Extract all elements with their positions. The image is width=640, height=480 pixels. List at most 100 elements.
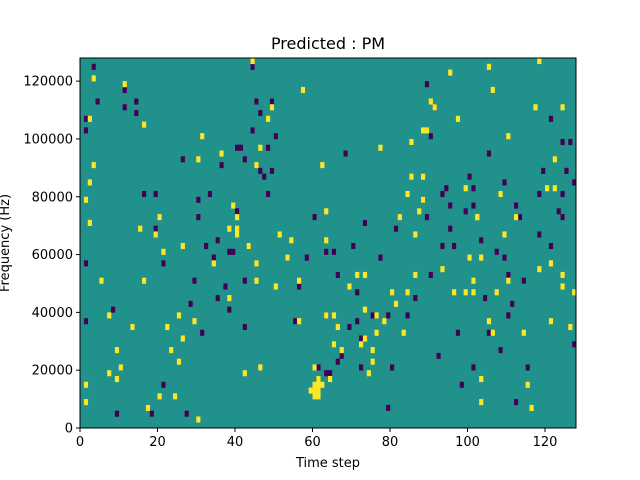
heatmap-cell-low bbox=[362, 219, 368, 226]
heatmap-cell-high bbox=[316, 375, 321, 383]
heatmap-cell-high bbox=[324, 312, 329, 319]
heatmap-cell-high bbox=[107, 312, 112, 319]
heatmap-cell-low bbox=[510, 300, 515, 307]
heatmap-cell-high bbox=[87, 115, 92, 122]
heatmap-cell-high bbox=[514, 214, 519, 221]
heatmap-cell-low bbox=[211, 254, 216, 261]
heatmap-cell-low bbox=[242, 156, 247, 163]
heatmap-cell-low bbox=[254, 98, 259, 105]
heatmap-cell-low bbox=[405, 312, 410, 319]
heatmap-cell-high bbox=[405, 289, 410, 296]
heatmap-cell-high bbox=[486, 63, 492, 70]
heatmap-cell-low bbox=[359, 335, 364, 342]
heatmap-cell-high bbox=[494, 289, 499, 296]
heatmap-cell-high bbox=[529, 404, 534, 411]
heatmap-cell-low bbox=[483, 295, 488, 302]
heatmap-cell-low bbox=[134, 98, 139, 105]
heatmap-cell-high bbox=[273, 283, 278, 290]
heatmap-cell-low bbox=[258, 167, 263, 174]
plot-frame bbox=[79, 57, 577, 429]
heatmap-cell-low bbox=[448, 225, 453, 232]
heatmap-cell-low bbox=[250, 63, 255, 70]
heatmap-cell-low bbox=[227, 306, 232, 313]
heatmap-cell-high bbox=[405, 190, 410, 198]
x-tick-label: 20 bbox=[149, 435, 166, 450]
heatmap-cell-high bbox=[424, 127, 430, 134]
heatmap-cell-low bbox=[266, 144, 271, 151]
heatmap-cell-low bbox=[355, 318, 360, 325]
heatmap-cell-high bbox=[87, 179, 92, 186]
heatmap-cell-high bbox=[142, 277, 147, 284]
heatmap-cell-low bbox=[262, 173, 267, 180]
heatmap-cell-low bbox=[471, 185, 476, 192]
heatmap-cell-high bbox=[324, 237, 329, 244]
heatmap-cell-low bbox=[448, 202, 453, 209]
heatmap-cell-high bbox=[161, 248, 166, 255]
heatmap-cell-high bbox=[328, 375, 333, 383]
heatmap-cell-low bbox=[494, 248, 499, 255]
heatmap-cell-low bbox=[269, 167, 275, 174]
heatmap-cell-high bbox=[552, 185, 557, 192]
heatmap-cell-low bbox=[479, 237, 484, 244]
heatmap-cell-high bbox=[176, 358, 182, 365]
heatmap-cell-high bbox=[397, 214, 402, 221]
heatmap-cell-low bbox=[238, 144, 244, 151]
heatmap-cell-low bbox=[521, 277, 526, 284]
heatmap-cell-low bbox=[386, 312, 391, 319]
heatmap-cell-high bbox=[479, 254, 484, 261]
heatmap-cell-high bbox=[331, 312, 337, 319]
x-tick-label: 0 bbox=[76, 435, 84, 450]
heatmap-cell-low bbox=[572, 179, 576, 186]
heatmap-cell-high bbox=[300, 86, 306, 93]
heatmap-cell-high bbox=[537, 58, 542, 65]
heatmap-cell-high bbox=[393, 300, 399, 307]
heatmap-cell-low bbox=[393, 225, 399, 232]
heatmap-cell-high bbox=[413, 271, 418, 278]
heatmap-cell-low bbox=[370, 312, 375, 319]
heatmap-cell-high bbox=[432, 104, 437, 111]
y-tick-label: 60000 bbox=[32, 248, 73, 263]
x-tick-label: 80 bbox=[382, 435, 399, 450]
heatmap-cell-low bbox=[537, 190, 542, 198]
heatmap-cell-low bbox=[134, 110, 139, 117]
heatmap-cell-low bbox=[576, 208, 580, 214]
heatmap-cell-high bbox=[428, 98, 433, 105]
heatmap-cell-high bbox=[118, 364, 123, 371]
heatmap-cell-high bbox=[138, 225, 143, 232]
heatmap-cell-high bbox=[339, 347, 344, 354]
heatmap-cell-low bbox=[227, 248, 232, 255]
heatmap-cell-low bbox=[428, 133, 433, 140]
heatmap-cell-high bbox=[130, 323, 135, 331]
heatmap-cell-low bbox=[258, 110, 263, 117]
heatmap-cell-low bbox=[359, 364, 364, 371]
heatmap-cell-low bbox=[149, 410, 154, 417]
heatmap-cell-high bbox=[560, 283, 565, 290]
heatmap-cell-high bbox=[180, 243, 185, 250]
heatmap-cell-low bbox=[293, 318, 298, 325]
heatmap-cell-low bbox=[184, 410, 189, 417]
heatmap-cell-high bbox=[254, 162, 259, 169]
heatmap-cell-high bbox=[455, 115, 461, 122]
heatmap-cell-low bbox=[568, 138, 573, 146]
heatmap-cell-high bbox=[479, 399, 484, 406]
heatmap-cell-low bbox=[564, 167, 569, 174]
heatmap-cell-high bbox=[409, 138, 414, 146]
heatmap-cell-high bbox=[91, 162, 96, 169]
heatmap-cell-high bbox=[219, 150, 224, 157]
heatmap-cell-high bbox=[471, 289, 476, 296]
heatmap-cell-low bbox=[200, 329, 205, 336]
heatmap-cell-high bbox=[312, 393, 317, 400]
y-axis-label: Frequency (Hz) bbox=[0, 194, 13, 292]
heatmap-cell-high bbox=[316, 393, 321, 400]
y-tick-label: 120000 bbox=[23, 75, 73, 90]
heatmap-cell-high bbox=[355, 271, 360, 278]
heatmap-cell-high bbox=[114, 375, 120, 383]
heatmap-cell-low bbox=[312, 214, 317, 221]
heatmap-cell-high bbox=[359, 341, 364, 348]
heatmap-cell-high bbox=[417, 208, 422, 215]
heatmap-cell-low bbox=[83, 260, 89, 267]
heatmap-cell-high bbox=[390, 289, 395, 296]
heatmap-cell-low bbox=[347, 323, 352, 331]
x-tick-label: 40 bbox=[227, 435, 244, 450]
heatmap-cell-high bbox=[316, 387, 321, 394]
